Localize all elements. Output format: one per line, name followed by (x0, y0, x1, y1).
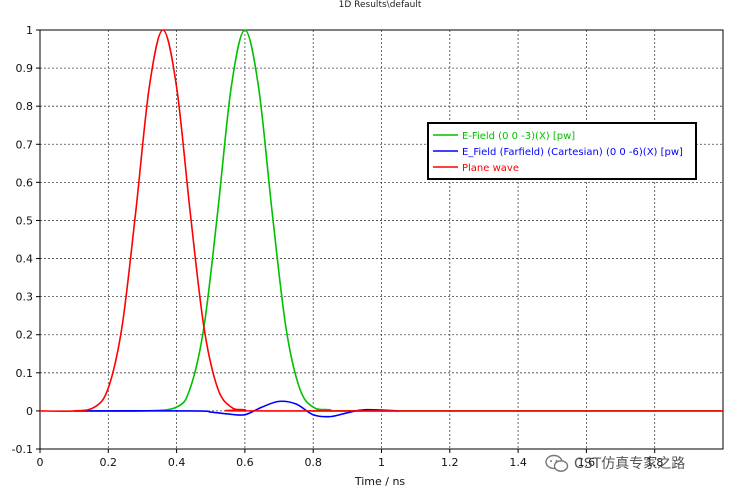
x-tick-label: 0 (37, 456, 44, 469)
plot-frame (39, 29, 724, 450)
x-tick-label: 0.8 (304, 456, 322, 469)
y-tick-label: -0.1 (12, 443, 33, 456)
y-tick-label: 0.2 (16, 329, 34, 342)
x-axis-title: Time / ns (354, 475, 406, 488)
legend-box (427, 122, 697, 180)
y-tick-label: 0.3 (16, 291, 34, 304)
chart-title: 1D Results\default (339, 0, 422, 10)
series-line-1 (74, 400, 399, 418)
legend-label: E_Field (Farfield) (Cartesian) (0 0 -6)(… (462, 147, 683, 158)
wechat-icon (545, 454, 569, 472)
y-tick-label: 0.5 (16, 214, 34, 227)
y-tick-label: 0.8 (16, 100, 34, 113)
x-tick-label: 1.4 (509, 456, 527, 469)
tick-labels: 0 0.2 0.4 0.6 0.8 1 1.2 1.4 1.6 1.8 -0.1 0 0.1 0.2 0.3… (12, 24, 664, 469)
series-line-2 (39, 29, 724, 412)
y-tick-label: 1 (26, 24, 33, 37)
legend-items: E-Field (0 0 -3)(X) [pw] E_Field (Farfiel… (433, 131, 683, 174)
y-tick-label: 0.6 (16, 176, 34, 189)
y-tick-label: 0 (26, 405, 33, 418)
x-tick-label: 1.6 (578, 456, 596, 469)
axes (36, 29, 724, 453)
x-tick-label: 1.2 (441, 456, 459, 469)
series-layer (39, 29, 724, 418)
y-tick-label: 0.1 (16, 367, 34, 380)
watermark-text: CST仿真专家之路 (574, 455, 685, 472)
grid (40, 30, 723, 449)
y-tick-label: 0.9 (16, 62, 34, 75)
legend: E-Field (0 0 -3)(X) [pw] E_Field (Farfiel… (427, 122, 697, 180)
legend-label: E-Field (0 0 -3)(X) [pw] (462, 131, 575, 142)
y-tick-label: 0.7 (16, 138, 34, 151)
watermark: CST仿真专家之路 (545, 454, 685, 472)
x-tick-label: 0.2 (100, 456, 118, 469)
y-tick-label: 0.4 (16, 253, 34, 266)
x-tick-label: 0.4 (168, 456, 186, 469)
x-tick-label: 1.8 (646, 456, 664, 469)
legend-label: Plane wave (462, 163, 519, 174)
x-tick-label: 1 (378, 456, 385, 469)
x-tick-label: 0.6 (236, 456, 254, 469)
